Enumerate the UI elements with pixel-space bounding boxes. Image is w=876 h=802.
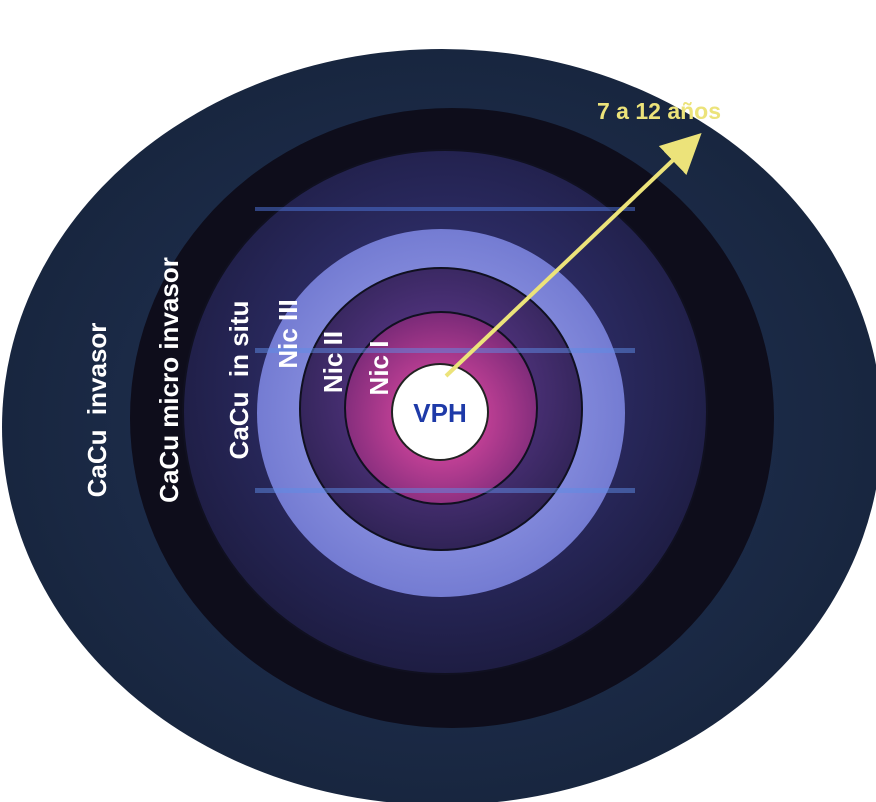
label-cacu-invasor: CaCu invasor [82,323,112,498]
label-cacu-in-situ: CaCu in situ [224,301,254,460]
light-band-middle [255,348,635,353]
arrow-label: 7 a 12 años [597,98,721,124]
light-band-bottom [255,488,635,493]
label-nic-i: Nic I [364,341,394,396]
label-nic-iii: Nic III [273,299,303,368]
ring-vph [391,363,489,461]
center-label-vph: VPH [413,398,466,428]
label-cacu-micro-invasor: CaCu micro invasor [154,257,184,503]
arrow-line [444,132,702,378]
light-band-top [255,207,635,211]
label-nic-ii: Nic II [318,331,348,393]
